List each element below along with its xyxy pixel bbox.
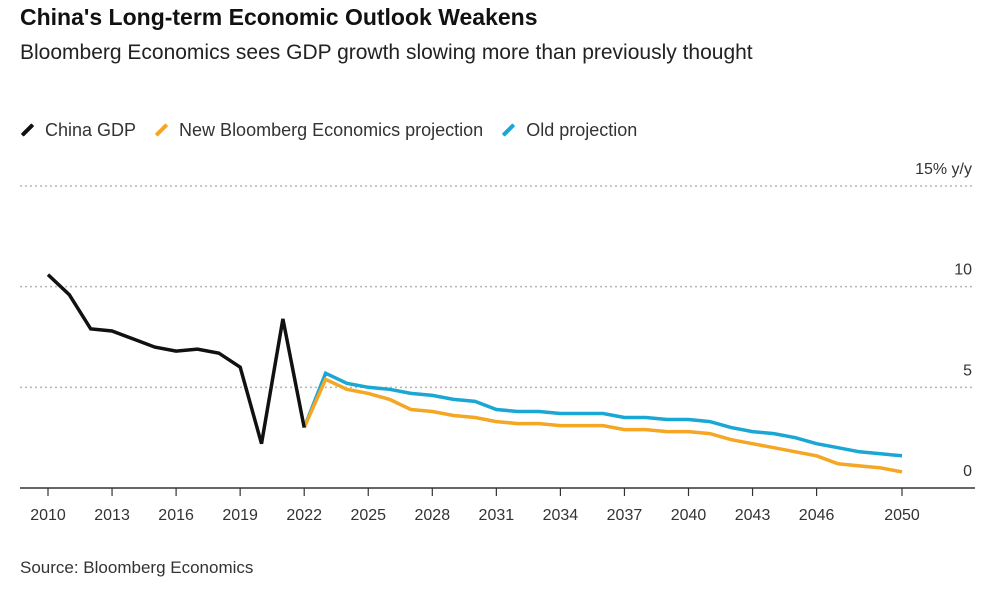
chart-legend: China GDP New Bloomberg Economics projec… <box>20 116 655 144</box>
x-tick-label-2050: 2050 <box>884 507 920 524</box>
y-tick-label-10: 10 <box>954 262 972 279</box>
source-note: Source: Bloomberg Economics <box>20 558 254 577</box>
x-tick-label-2046: 2046 <box>799 507 835 524</box>
series-layer <box>46 273 903 474</box>
x-ticks-layer: 2010 2013 2016 2019 2022 2025 2028 2031 2034 2037… <box>30 488 920 524</box>
legend-label-old-projection: Old projection <box>526 119 638 140</box>
series-line-old-projection <box>302 370 903 458</box>
x-tick-label-2040: 2040 <box>671 507 707 524</box>
chart-subtitle: Bloomberg Economics sees GDP growth slow… <box>20 41 753 64</box>
grid-layer <box>20 185 975 389</box>
x-tick-label-2016: 2016 <box>158 507 194 524</box>
legend-item-new-projection: New Bloomberg Economics projection <box>154 120 483 141</box>
series-line-new-bloomberg-economics-projection <box>302 376 903 474</box>
series-line-china-gdp <box>46 273 306 445</box>
legend-item-old-projection: Old projection <box>501 120 637 141</box>
x-tick-label-2028: 2028 <box>415 507 451 524</box>
x-tick-label-2037: 2037 <box>607 507 643 524</box>
x-tick-label-2031: 2031 <box>479 507 515 524</box>
legend-label-new-projection: New Bloomberg Economics projection <box>179 119 484 140</box>
x-tick-label-2019: 2019 <box>222 507 258 524</box>
chart-title: China's Long-term Economic Outlook Weake… <box>20 4 538 30</box>
legend-item-china-gdp: China GDP <box>20 120 136 141</box>
y-tick-label-0: 0 <box>963 463 972 480</box>
x-tick-label-2043: 2043 <box>735 507 771 524</box>
x-tick-label-2022: 2022 <box>286 507 322 524</box>
x-tick-label-2034: 2034 <box>543 507 579 524</box>
legend-label-china-gdp: China GDP <box>45 119 137 140</box>
y-tick-label-15: 15% y/y <box>915 161 972 178</box>
x-tick-label-2013: 2013 <box>94 507 130 524</box>
x-tick-label-2010: 2010 <box>30 507 66 524</box>
y-tick-label-5: 5 <box>963 362 972 379</box>
y-labels-layer: 15% y/y 10 5 0 <box>915 161 972 480</box>
x-tick-label-2025: 2025 <box>350 507 386 524</box>
